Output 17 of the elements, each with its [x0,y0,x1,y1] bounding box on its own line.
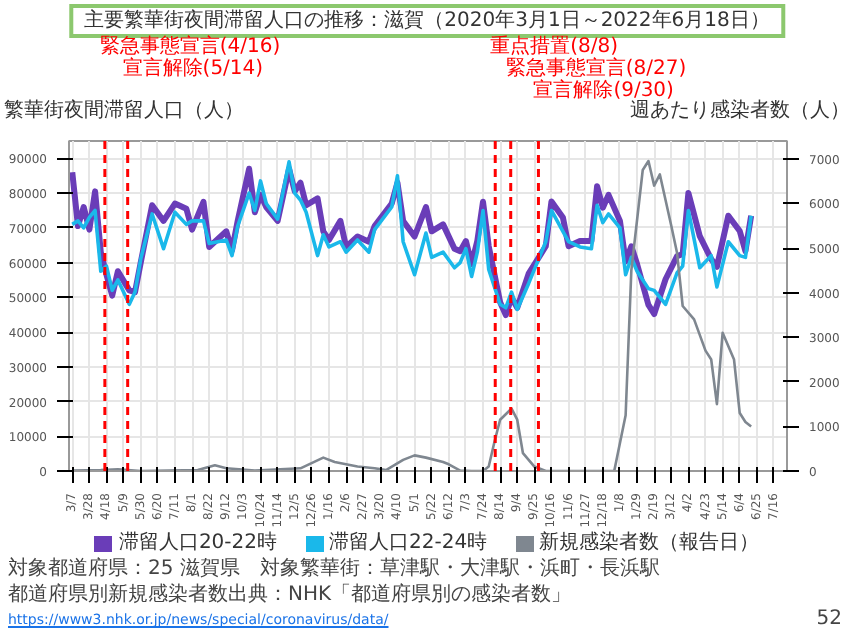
line-series [70,159,753,471]
legend-label: 滞留人口22-24時 [329,532,488,554]
ylabel: 繁華街夜間滞留人口（人） [4,100,244,122]
legend-label: 新規感染者数（報告日） [539,532,760,554]
annotation: 52 [816,608,842,630]
annotation: 対象都道府県：25 滋賀県 [8,558,240,580]
legend-label: 滞留人口20-22時 [118,532,277,554]
annotation: 都道府県別新規感染者数出典：NHK「都道府県別の感染者数」 [8,584,572,606]
legend: 滞留人口20-22時 滞留人口22-24時 新規感染者数（報告日） [0,532,854,557]
ref-label: 宣言解除(5/14) [122,58,264,80]
ref-label: 緊急事態宣言(8/27) [505,58,687,80]
ref-label: 宣言解除(9/30) [533,80,674,102]
title: 主要繁華街夜間滞留人口の推移：滋賀（2020年3月1日～2022年6月18日） [68,4,786,38]
ref-label: 重点措置(8/8) [490,36,618,58]
y2label: 週あたり感染者数（人） [630,100,850,122]
annotation: 対象繁華街：草津駅・大津駅・浜町・長浜駅 [260,558,660,580]
ref-label: 緊急事態宣言(4/16) [99,36,281,58]
